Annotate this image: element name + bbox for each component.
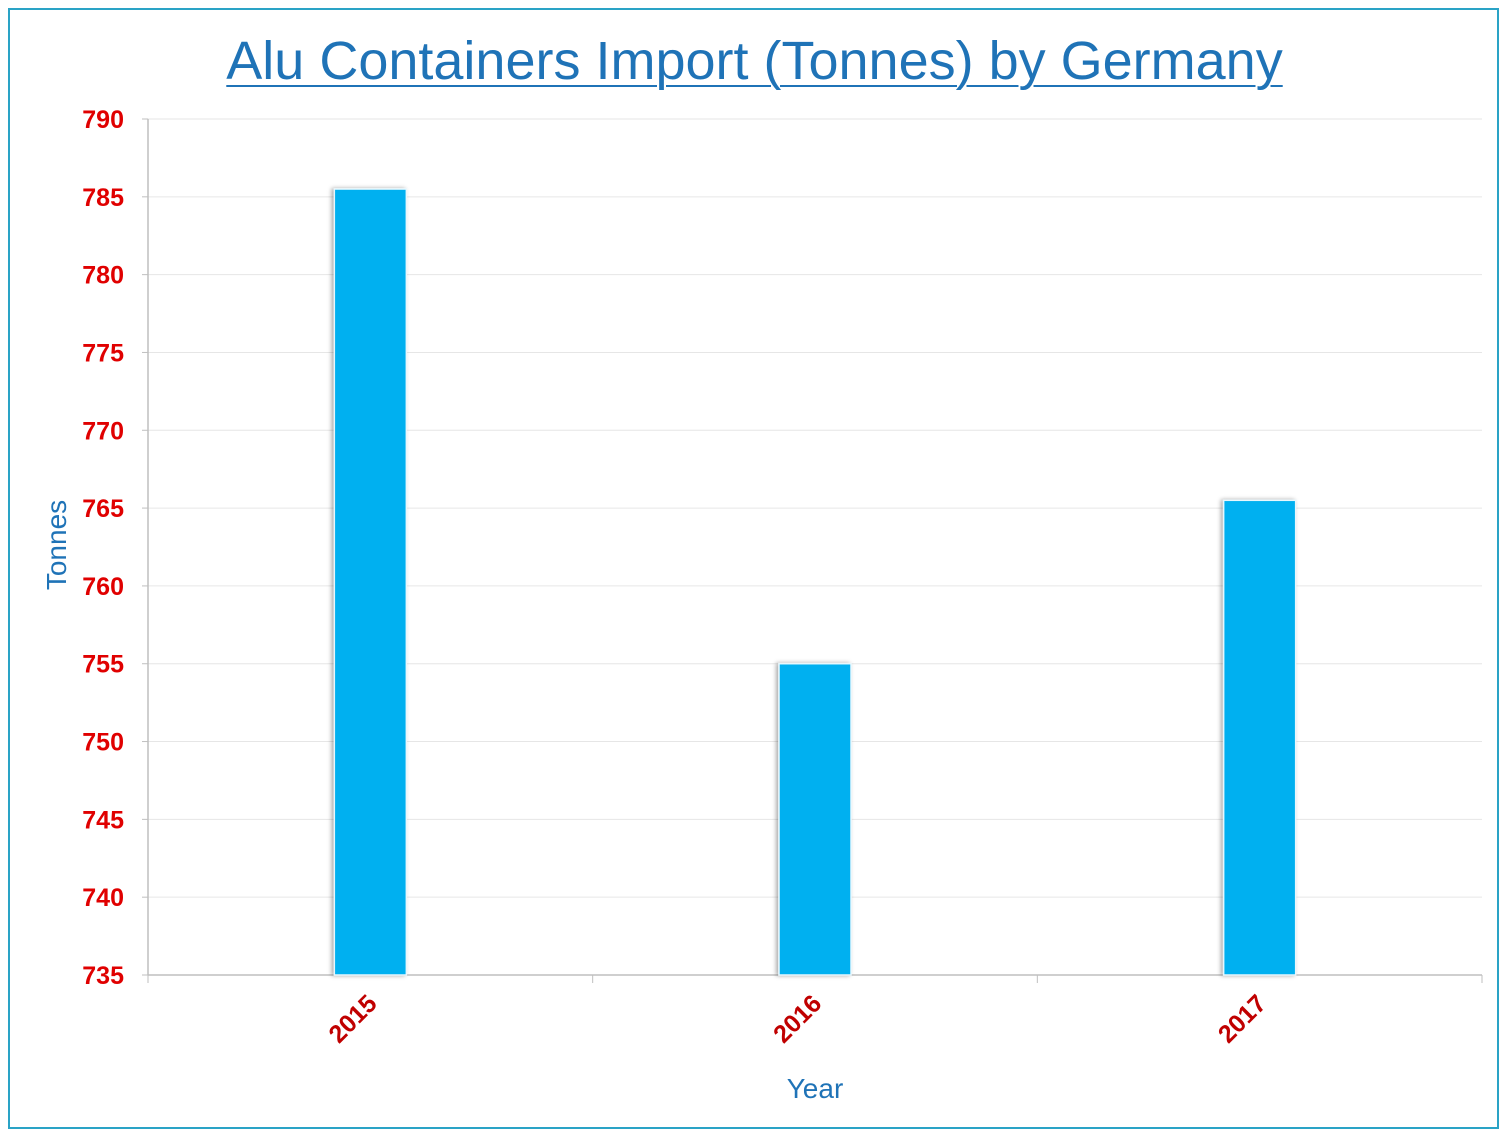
y-tick-label: 765 bbox=[82, 495, 124, 523]
x-tick-label: 2016 bbox=[768, 989, 827, 1048]
bar-2016 bbox=[778, 662, 852, 976]
chart-title: Alu Containers Import (Tonnes) by German… bbox=[226, 31, 1283, 91]
y-tick-label: 780 bbox=[82, 262, 124, 290]
y-tick-label: 785 bbox=[82, 184, 124, 212]
y-tick-label: 755 bbox=[82, 651, 124, 679]
y-tick-label: 790 bbox=[82, 106, 124, 134]
y-tick-label: 760 bbox=[82, 573, 124, 601]
y-tick-label: 735 bbox=[82, 962, 124, 990]
bar-2017 bbox=[1222, 499, 1297, 976]
y-tick-label: 750 bbox=[82, 729, 124, 757]
y-tick-label: 745 bbox=[82, 806, 124, 834]
y-tick-label: 770 bbox=[82, 417, 124, 445]
y-tick-labels: 735 740 745 750 755 760 765 770 775 780 785 790 bbox=[82, 106, 124, 990]
x-tick-label: 2015 bbox=[323, 989, 382, 1048]
y-axis-label: Tonnes bbox=[41, 500, 72, 590]
bars bbox=[333, 188, 1297, 976]
y-tick-label: 775 bbox=[82, 339, 124, 367]
x-tick-labels: 2015 2016 2017 bbox=[323, 989, 1271, 1048]
x-axis-label: Year bbox=[787, 1073, 844, 1104]
y-tick-label: 740 bbox=[82, 884, 124, 912]
x-tick-label: 2017 bbox=[1213, 989, 1272, 1048]
bar-2015 bbox=[333, 188, 408, 976]
